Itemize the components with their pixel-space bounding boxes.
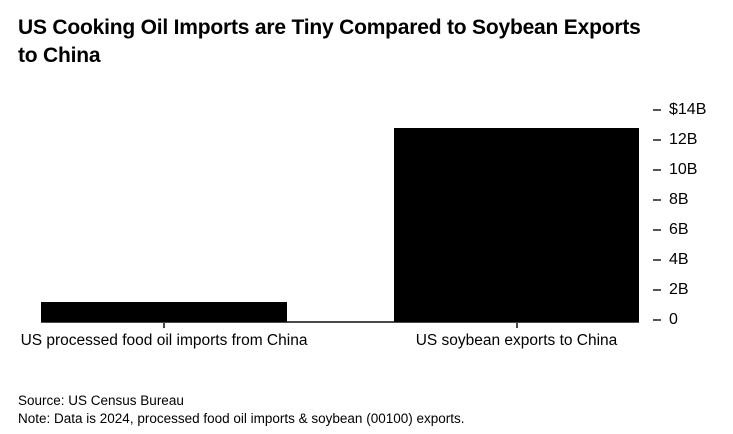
chart-title-line2: to China <box>18 44 101 67</box>
y-axis-tick-label: 4B <box>669 251 689 268</box>
y-axis-tick-label: 0 <box>669 311 678 328</box>
y-axis-tick-dash <box>653 289 661 291</box>
y-axis-tick-dash <box>653 109 661 111</box>
chart-footer: Source: US Census Bureau Note: Data is 2… <box>18 392 465 427</box>
y-axis-tick-label: 12B <box>669 131 698 148</box>
y-axis-tick-label: 2B <box>669 281 689 298</box>
bar-1 <box>41 302 287 322</box>
x-axis-line <box>41 321 639 323</box>
x-axis-tick-1 <box>163 322 165 328</box>
y-axis-tick-dash <box>653 199 661 201</box>
note-text: Note: Data is 2024, processed food oil i… <box>18 410 465 426</box>
y-axis-tick-label: 6B <box>669 221 689 238</box>
y-axis-tick-dash <box>653 139 661 141</box>
chart-title: US Cooking Oil Imports are Tiny Compared… <box>18 14 641 70</box>
y-axis-tick-dash <box>653 229 661 231</box>
x-axis-tick-2 <box>515 322 518 328</box>
y-axis-tick-dash <box>653 319 661 321</box>
y-axis-tick-label: 10B <box>669 161 698 178</box>
y-axis-tick-dash <box>653 259 661 261</box>
chart-title-line1: US Cooking Oil Imports are Tiny Compared… <box>18 16 641 39</box>
y-axis-tick-label: $14B <box>669 101 707 118</box>
y-axis-tick-label: 8B <box>669 191 689 208</box>
y-axis-tick-dash <box>653 169 661 171</box>
plot-area: US processed food oil imports from China… <box>21 102 707 350</box>
x-axis-label-2: US soybean exports to China <box>415 332 618 349</box>
bar-2 <box>394 128 639 322</box>
x-axis-label-1: US processed food oil imports from China <box>20 332 308 349</box>
source-text: Source: US Census Bureau <box>18 393 184 408</box>
